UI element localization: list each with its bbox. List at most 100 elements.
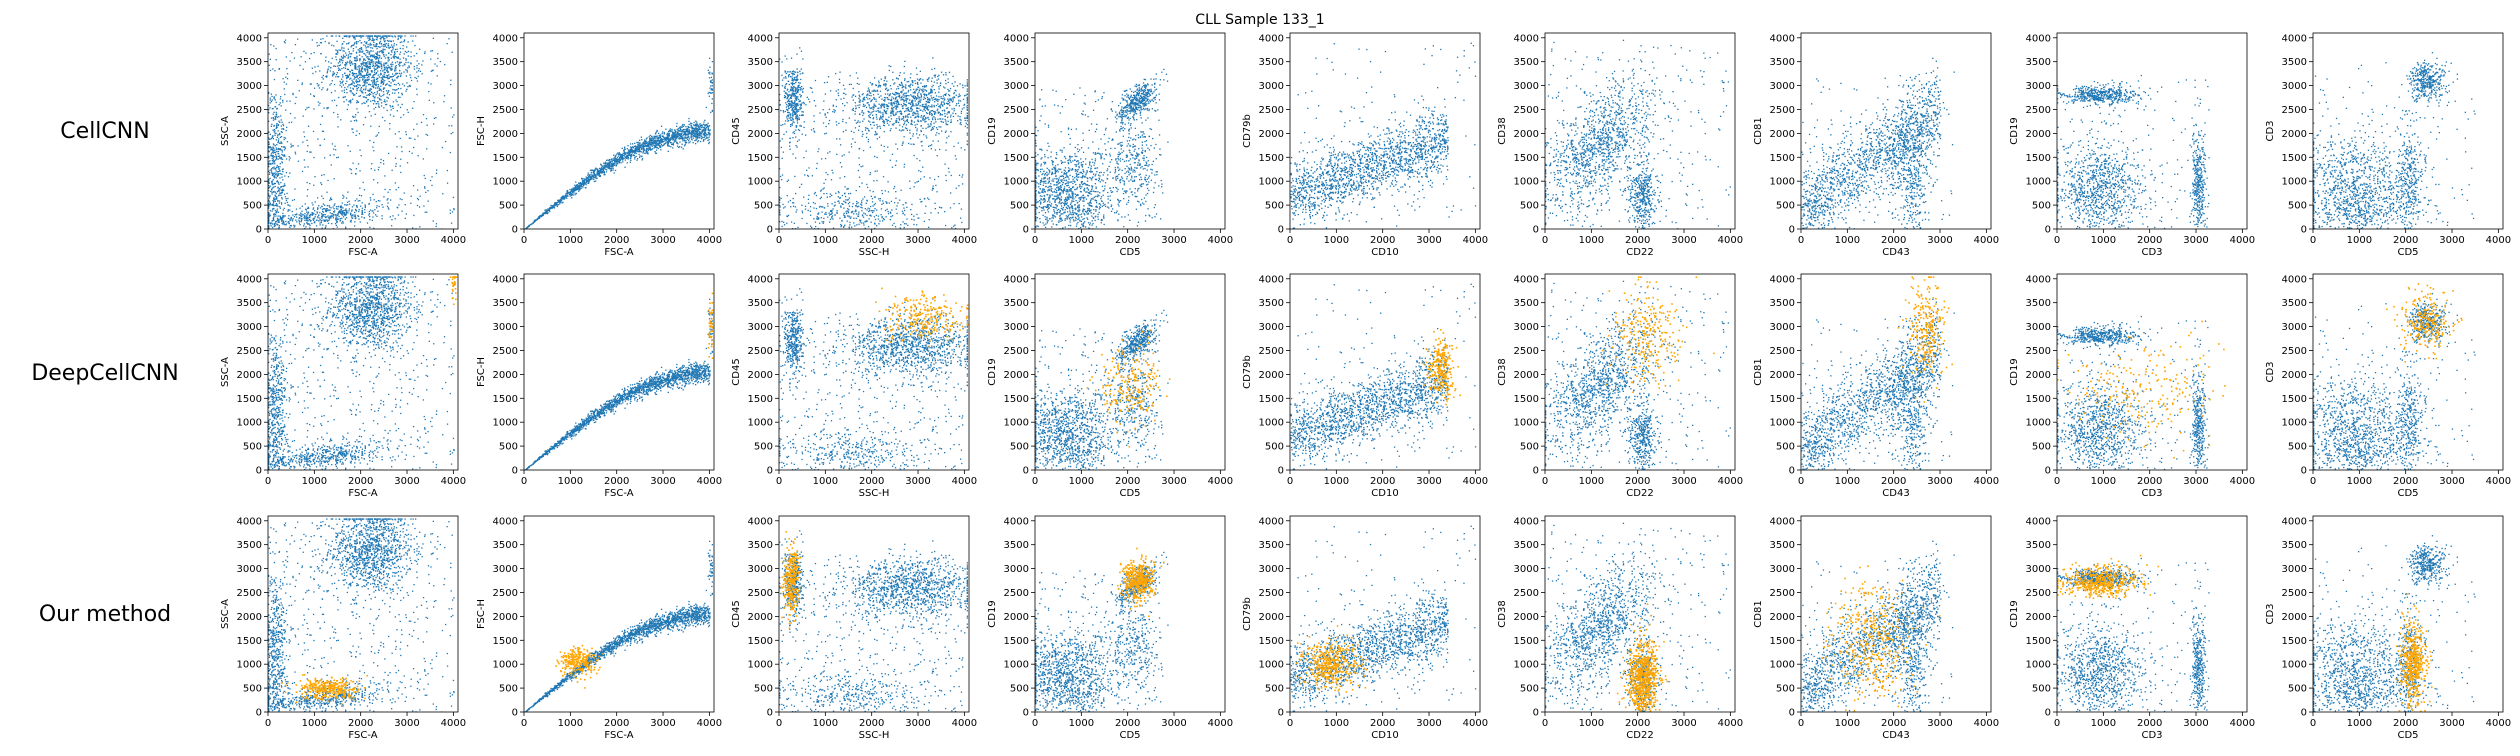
point (622, 158, 624, 160)
point (711, 102, 713, 105)
point (289, 60, 291, 62)
point (597, 169, 599, 171)
point (858, 91, 860, 93)
point (275, 132, 277, 135)
point (325, 209, 327, 211)
point (574, 184, 576, 186)
point (348, 42, 350, 44)
point (394, 53, 396, 55)
point (424, 51, 426, 53)
point (630, 148, 633, 150)
point (692, 142, 694, 144)
point (424, 187, 426, 189)
point (648, 148, 651, 150)
point (672, 138, 674, 140)
point (651, 148, 653, 151)
point (564, 194, 566, 196)
point (538, 217, 540, 219)
point (370, 44, 373, 46)
point (389, 40, 391, 42)
point (355, 67, 357, 69)
point (287, 217, 290, 220)
point (290, 146, 292, 148)
point (589, 176, 591, 178)
point (335, 218, 337, 221)
point (280, 182, 282, 184)
point (705, 134, 708, 136)
point (396, 77, 398, 79)
point (271, 174, 274, 177)
point (920, 109, 922, 111)
point (653, 143, 655, 145)
point (329, 215, 331, 218)
point (920, 130, 922, 132)
point (655, 138, 657, 140)
point (593, 171, 595, 173)
point (295, 219, 297, 221)
point (883, 124, 885, 126)
point (654, 146, 656, 148)
point (343, 56, 345, 58)
point (594, 169, 596, 171)
point (281, 220, 283, 222)
point (450, 133, 452, 135)
point (600, 171, 602, 173)
point (397, 72, 399, 75)
point (925, 120, 927, 123)
point (306, 222, 308, 224)
point (329, 84, 331, 86)
point (324, 210, 327, 212)
point (359, 65, 361, 68)
point (394, 133, 396, 135)
point (606, 165, 608, 167)
point (302, 68, 304, 70)
point (903, 119, 905, 121)
point (907, 89, 910, 92)
point (403, 85, 406, 87)
point (928, 105, 930, 107)
point (883, 110, 886, 112)
point (394, 74, 396, 76)
point (288, 121, 290, 124)
point (626, 148, 628, 150)
point (435, 172, 438, 174)
point (295, 96, 297, 98)
y-tick-label: 3500 (493, 57, 518, 68)
point (401, 210, 403, 212)
point (278, 68, 280, 70)
point (286, 192, 288, 195)
point (368, 94, 370, 96)
point (709, 71, 711, 73)
point (278, 138, 280, 140)
point (615, 154, 617, 157)
point (675, 140, 677, 142)
point (409, 85, 411, 87)
point (641, 158, 644, 160)
point (701, 126, 703, 129)
point (433, 123, 435, 125)
point (322, 38, 324, 40)
point (640, 148, 643, 150)
point (381, 50, 383, 52)
point (684, 140, 686, 142)
point (848, 83, 851, 86)
point (895, 108, 898, 110)
point (669, 128, 671, 130)
point (449, 209, 451, 211)
point (682, 125, 685, 127)
point (384, 71, 386, 74)
point (396, 50, 398, 53)
point (321, 81, 323, 84)
point (705, 128, 707, 130)
point (388, 74, 390, 76)
point (361, 56, 363, 58)
point (277, 124, 279, 127)
point (405, 131, 407, 133)
point (350, 120, 352, 122)
point (272, 135, 274, 137)
point (526, 227, 528, 229)
point (299, 224, 301, 226)
point (585, 176, 587, 178)
point (354, 211, 356, 214)
point (588, 178, 590, 181)
